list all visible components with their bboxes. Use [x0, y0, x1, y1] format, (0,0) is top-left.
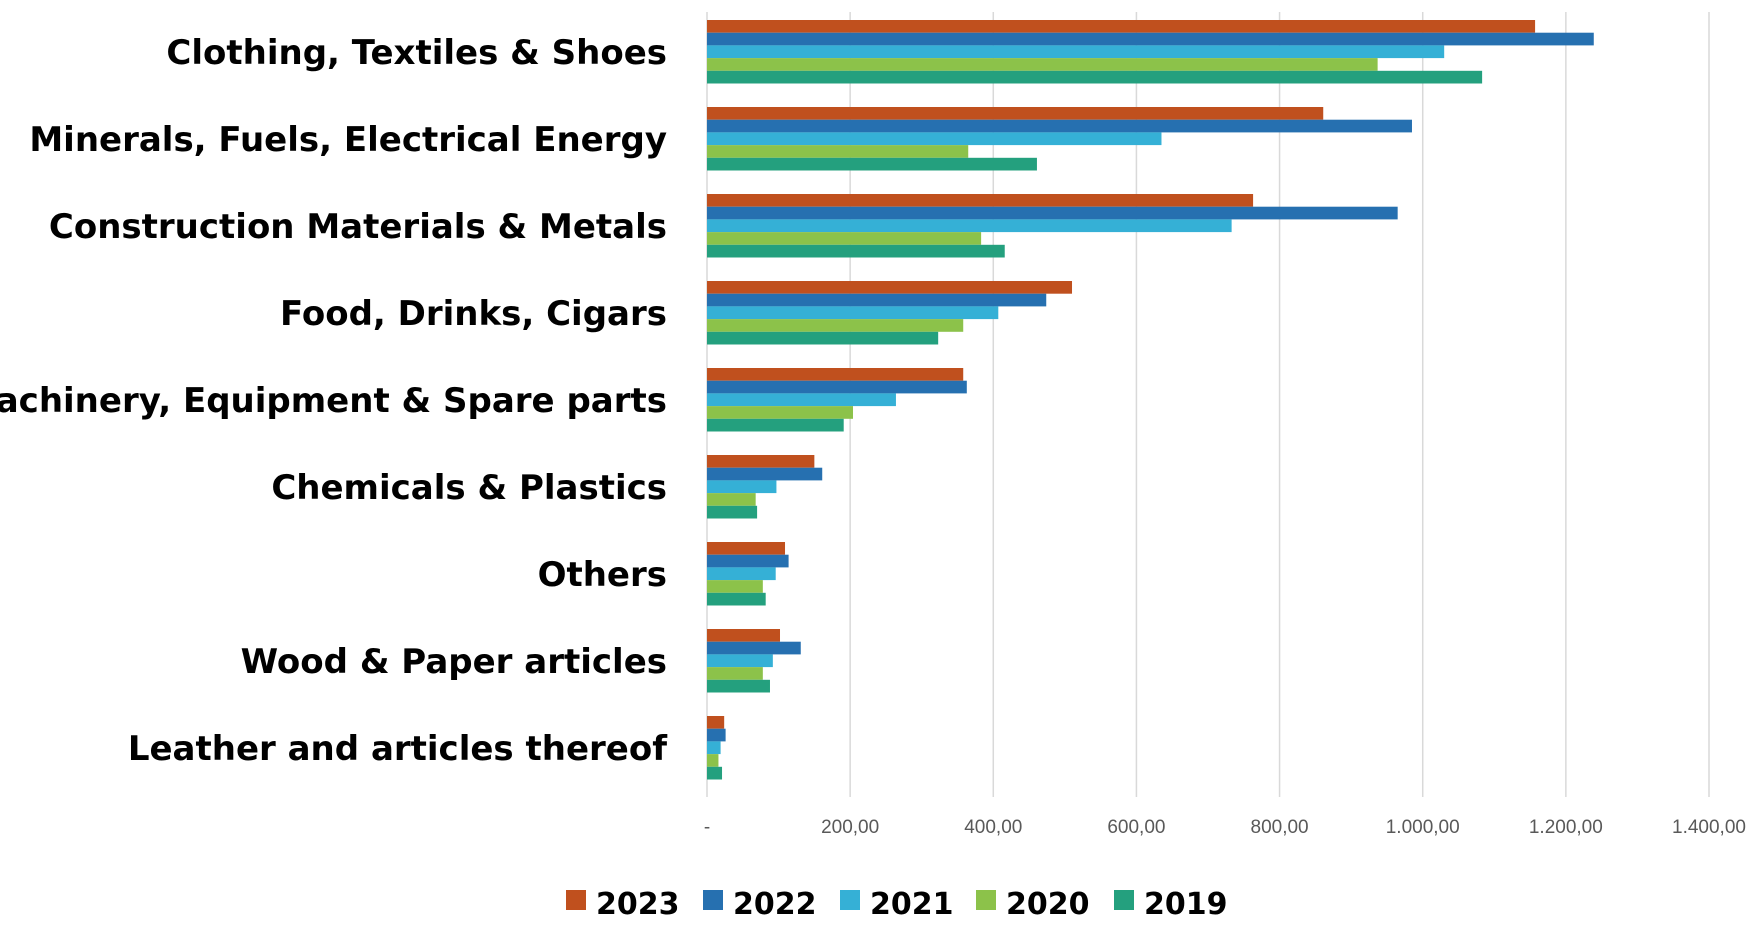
bar-2019 — [707, 418, 844, 432]
bar-2020 — [707, 580, 763, 593]
bar-2021 — [707, 480, 777, 494]
legend-label: 2019 — [1144, 887, 1228, 922]
bar-2019 — [707, 70, 1483, 84]
legend-label: 2020 — [1006, 887, 1090, 922]
x-tick-label: 1.000,00 — [1386, 817, 1460, 838]
category-label: Chemicals & Plastics — [271, 468, 667, 508]
bar-2023 — [707, 281, 1073, 294]
bar-2023 — [707, 194, 1254, 207]
bar-2019 — [707, 244, 1005, 258]
legend-swatch — [840, 890, 860, 910]
bar-2020 — [707, 667, 763, 680]
bar-2021 — [707, 741, 721, 755]
bar-2023 — [707, 455, 815, 468]
legend-swatch — [566, 890, 586, 910]
bar-2020 — [707, 493, 756, 506]
bar-2022 — [707, 728, 726, 742]
x-tick-labels: - 200,00 400,00 600,00 800,00 1.000,00 1.200,0… — [704, 817, 1746, 838]
x-tick-label: - — [704, 817, 710, 838]
bar-2020 — [707, 406, 854, 419]
category-labels: Clothing, Textiles & Shoes Minerals, Fuel… — [0, 33, 668, 769]
category-label: Construction Materials & Metals — [49, 207, 667, 247]
bar-2022 — [707, 641, 801, 655]
bar-2023 — [707, 368, 964, 381]
category-label: Minerals, Fuels, Electrical Energy — [29, 120, 667, 160]
bar-2022 — [707, 380, 967, 394]
bar-2019 — [707, 505, 758, 519]
legend: 2023 2022 2021 2020 2019 — [566, 887, 1228, 922]
category-label: Clothing, Textiles & Shoes — [166, 33, 667, 73]
bar-2023 — [707, 629, 781, 642]
legend-label: 2022 — [733, 887, 817, 922]
legend-swatch — [703, 890, 723, 910]
bar-2023 — [707, 20, 1536, 33]
bar-2021 — [707, 654, 773, 668]
bar-2020 — [707, 58, 1378, 71]
bar-2020 — [707, 319, 964, 332]
category-label: Food, Drinks, Cigars — [280, 294, 667, 334]
bar-2019 — [707, 679, 770, 693]
category-label: Machinery, Equipment & Spare parts — [0, 381, 667, 421]
category-label: Wood & Paper articles — [241, 642, 667, 682]
bar-2019 — [707, 157, 1037, 171]
bar-2019 — [707, 331, 939, 345]
bar-2021 — [707, 132, 1162, 146]
bar-2021 — [707, 567, 776, 581]
legend-swatch — [1114, 890, 1134, 910]
x-tick-label: 800,00 — [1251, 817, 1309, 838]
bar-2021 — [707, 393, 896, 407]
x-tick-label: 200,00 — [821, 817, 879, 838]
category-label: Others — [538, 555, 667, 595]
bar-2021 — [707, 45, 1445, 59]
bar-2022 — [707, 554, 789, 568]
legend-swatch — [976, 890, 996, 910]
bar-2022 — [707, 206, 1398, 220]
bar-2020 — [707, 232, 982, 245]
bars — [707, 20, 1594, 780]
bar-2019 — [707, 592, 766, 606]
legend-label: 2023 — [596, 887, 680, 922]
bar-2022 — [707, 32, 1594, 46]
bar-2020 — [707, 145, 969, 158]
x-tick-label: 600,00 — [1107, 817, 1165, 838]
bar-2022 — [707, 119, 1412, 133]
x-tick-label: 1.400,00 — [1672, 817, 1746, 838]
bar-2023 — [707, 716, 725, 729]
x-tick-label: 400,00 — [964, 817, 1022, 838]
x-tick-label: 1.200,00 — [1529, 817, 1603, 838]
category-label: Leather and articles thereof — [128, 729, 668, 769]
bar-2022 — [707, 293, 1047, 307]
bar-2022 — [707, 467, 823, 481]
bar-2023 — [707, 542, 786, 555]
bar-2019 — [707, 766, 723, 780]
bar-2021 — [707, 306, 999, 320]
bar-2021 — [707, 219, 1232, 233]
bar-2020 — [707, 754, 719, 767]
legend-label: 2021 — [870, 887, 954, 922]
bar-2023 — [707, 107, 1324, 120]
